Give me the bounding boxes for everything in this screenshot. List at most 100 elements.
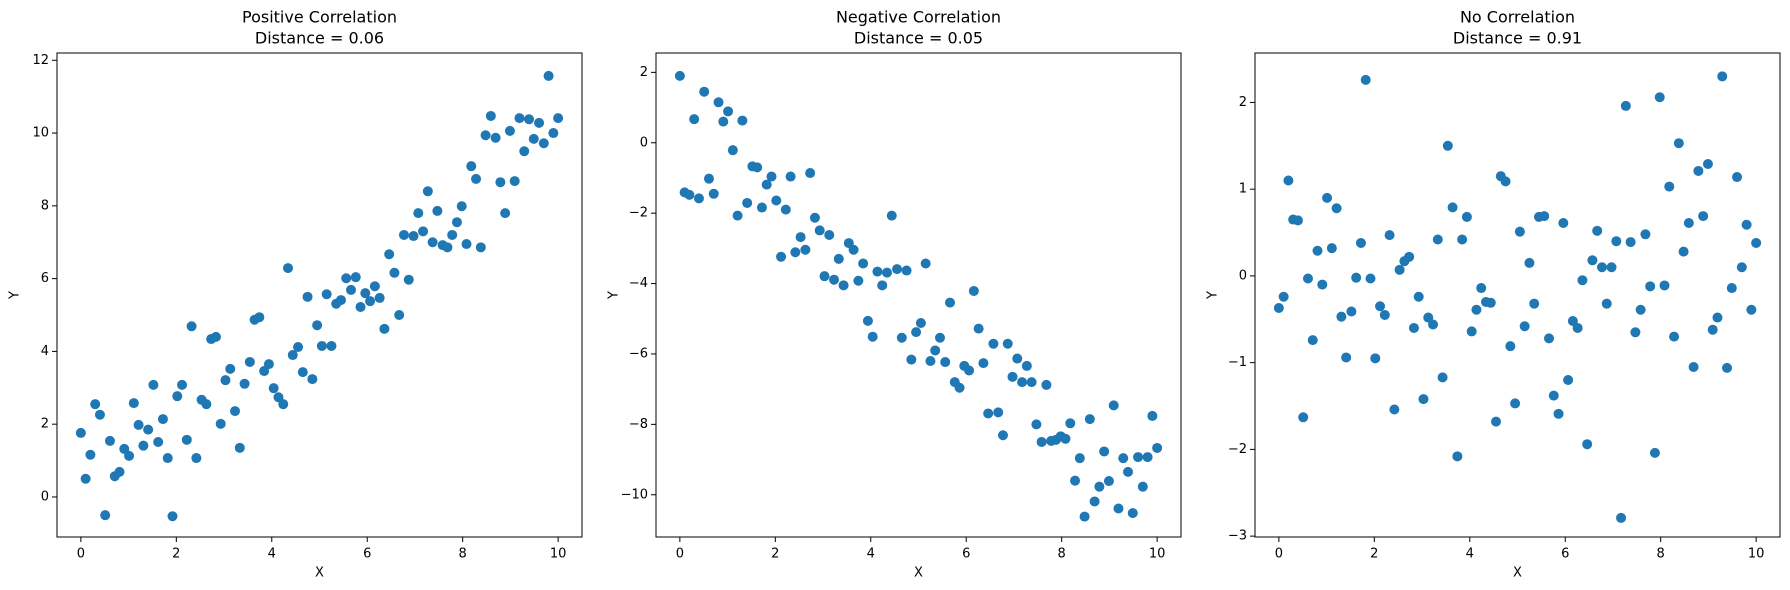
scatter-point	[1273, 303, 1284, 314]
scatter-point	[1461, 211, 1472, 222]
scatter-point	[302, 291, 313, 302]
scatter-point	[225, 363, 236, 374]
x-tick-label: 10	[550, 547, 567, 562]
scatter-point	[1346, 306, 1357, 317]
scatter-point	[153, 437, 164, 448]
scatter-point	[766, 171, 777, 182]
scatter-point	[1645, 281, 1656, 292]
scatter-point	[1553, 408, 1564, 419]
scatter-point	[1108, 400, 1119, 411]
y-tick-label: −10	[621, 487, 648, 502]
y-tick-label: −8	[629, 417, 648, 432]
scatter-point	[1355, 237, 1366, 248]
scatter-point	[771, 195, 782, 206]
scatter-point	[848, 244, 859, 255]
scatter-point	[538, 138, 549, 149]
scatter-point	[1070, 475, 1081, 486]
x-tick-label: 0	[1275, 547, 1283, 562]
scatter-point	[1094, 481, 1105, 492]
x-axis-label: X	[914, 566, 923, 581]
x-tick-label: 4	[268, 547, 276, 562]
scatter-point	[1012, 353, 1023, 364]
scatter-point	[519, 146, 530, 157]
scatter-point	[553, 113, 564, 124]
scatter-point	[1060, 433, 1071, 444]
scatter-point	[177, 379, 188, 390]
scatter-point	[1592, 225, 1603, 236]
x-tick-label: 0	[77, 547, 85, 562]
scatter-point	[1007, 371, 1018, 382]
scatter-point	[1298, 412, 1309, 423]
scatter-point	[1379, 309, 1390, 320]
scatter-point	[1079, 511, 1090, 522]
scatter-point	[776, 251, 787, 262]
scatter-point	[128, 398, 139, 409]
scatter-point	[934, 332, 945, 343]
scatter-point	[1736, 262, 1747, 273]
scatter-point	[220, 375, 231, 386]
scatter-point	[1428, 319, 1439, 330]
scatter-point	[1659, 280, 1670, 291]
scatter-point	[1089, 496, 1100, 507]
scatter-point	[418, 226, 429, 237]
scatter-point	[892, 264, 903, 275]
scatter-point	[1606, 262, 1617, 273]
scatter-point	[1123, 466, 1134, 477]
scatter-point	[833, 253, 844, 264]
scatter-point	[432, 205, 443, 216]
scatter-point	[1601, 298, 1612, 309]
scatter-point	[1307, 335, 1318, 346]
scatter-point	[1384, 230, 1395, 241]
x-tick-label: 10	[1149, 547, 1166, 562]
scatter-point	[162, 453, 173, 464]
chart-title: No Correlation	[1460, 8, 1575, 27]
scatter-point	[1524, 257, 1535, 268]
scatter-point	[1447, 202, 1458, 213]
scatter-point	[742, 197, 753, 208]
scatter-point	[945, 297, 955, 308]
scatter-point	[1457, 234, 1468, 245]
scatter-point	[1510, 398, 1521, 409]
y-tick-label: 12	[32, 53, 49, 68]
scatter-point	[1630, 327, 1641, 338]
chart-subtitle: Distance = 0.05	[854, 29, 983, 48]
y-tick-label: −3	[1228, 529, 1247, 544]
y-tick-label: 0	[640, 135, 648, 150]
scatter-point	[1625, 237, 1636, 248]
scatter-point	[1074, 453, 1085, 464]
scatter-point	[543, 70, 554, 81]
scatter-point	[1635, 304, 1646, 315]
scatter-point	[708, 188, 719, 199]
scatter-point	[1127, 508, 1138, 519]
scatter-point	[307, 374, 318, 385]
scatter-point	[504, 125, 515, 136]
scatter-point	[100, 510, 111, 521]
scatter-point	[684, 189, 695, 200]
plot-frame	[56, 52, 583, 538]
y-axis-label: Y	[607, 291, 622, 300]
scatter-point	[104, 435, 115, 446]
scatter-point	[495, 177, 506, 188]
scatter-point	[1620, 100, 1631, 111]
scatter-point	[964, 365, 975, 376]
scatter-point	[191, 453, 202, 464]
scatter-point	[1113, 503, 1124, 514]
scatter-point	[80, 473, 91, 484]
scatter-point	[124, 450, 135, 461]
x-axis-label: X	[315, 566, 324, 581]
y-tick-label: 6	[41, 271, 49, 286]
scatter-point	[1147, 410, 1158, 421]
y-tick-label: 4	[41, 344, 49, 359]
scatter-point	[1693, 165, 1704, 176]
scatter-point	[442, 242, 453, 253]
scatter-point	[1017, 377, 1028, 388]
scatter-point	[718, 116, 729, 127]
scatter-point	[703, 173, 714, 184]
x-tick-label: 2	[172, 547, 180, 562]
scatter-point	[1152, 442, 1163, 453]
scatter-point	[1505, 341, 1516, 352]
scatter-point	[215, 418, 226, 429]
scatter-point	[297, 367, 308, 378]
subplot: Positive Correlation Distance = 0.06 0 2 4 6 8…	[8, 8, 583, 581]
x-tick-label: 2	[1370, 547, 1378, 562]
